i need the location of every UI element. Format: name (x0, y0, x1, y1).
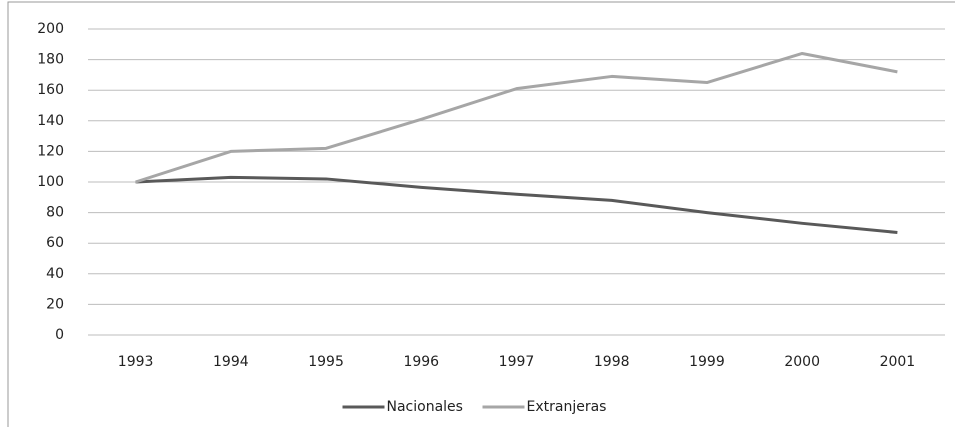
x-tick-label: 1996 (403, 354, 439, 370)
y-tick-label: 60 (46, 235, 64, 251)
legend-label: Extranjeras (527, 399, 607, 415)
y-tick-label: 180 (37, 52, 64, 68)
series-line (135, 51, 898, 184)
y-tick-label: 120 (37, 143, 64, 159)
x-tick-label: 1997 (499, 354, 535, 370)
y-tick-label: 40 (46, 266, 64, 282)
y-tick-label: 100 (37, 174, 64, 190)
y-tick-label: 80 (46, 205, 64, 221)
x-tick-label: 1993 (118, 354, 154, 370)
y-tick-label: 0 (55, 327, 64, 343)
y-tick-label: 140 (37, 113, 64, 129)
y-tick-label: 160 (37, 82, 64, 98)
x-tick-label: 1999 (689, 354, 725, 370)
y-tick-label: 20 (46, 296, 64, 312)
x-tick-label: 2000 (784, 354, 820, 370)
series-line (135, 175, 898, 234)
chart-frame (7, 1, 955, 427)
legend-label: Nacionales (387, 399, 463, 415)
x-tick-label: 1995 (308, 354, 344, 370)
x-tick-label: 1994 (213, 354, 249, 370)
y-tick-label: 200 (37, 21, 64, 37)
x-tick-label: 1998 (594, 354, 630, 370)
x-tick-label: 2001 (880, 354, 916, 370)
